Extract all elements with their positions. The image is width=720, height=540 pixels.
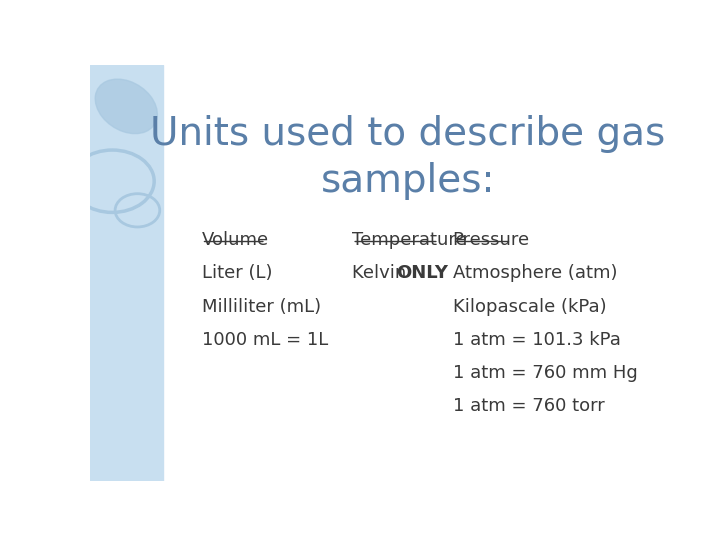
Bar xyxy=(90,65,163,481)
Text: Units used to describe gas
samples:: Units used to describe gas samples: xyxy=(150,114,666,200)
Text: 1 atm = 760 torr: 1 atm = 760 torr xyxy=(453,397,605,415)
Text: Milliliter (mL): Milliliter (mL) xyxy=(202,298,320,316)
Text: 1 atm = 101.3 kPa: 1 atm = 101.3 kPa xyxy=(453,331,621,349)
Text: Volume: Volume xyxy=(202,231,269,249)
Ellipse shape xyxy=(95,79,158,133)
Text: 1000 mL = 1L: 1000 mL = 1L xyxy=(202,331,328,349)
Text: Atmosphere (atm): Atmosphere (atm) xyxy=(453,265,617,282)
Text: ONLY: ONLY xyxy=(396,265,448,282)
Text: Temperature: Temperature xyxy=(352,231,467,249)
Text: Pressure: Pressure xyxy=(453,231,530,249)
Text: Kelvin: Kelvin xyxy=(352,265,413,282)
Text: Liter (L): Liter (L) xyxy=(202,265,272,282)
Text: Kilopascale (kPa): Kilopascale (kPa) xyxy=(453,298,606,316)
Text: 1 atm = 760 mm Hg: 1 atm = 760 mm Hg xyxy=(453,364,637,382)
